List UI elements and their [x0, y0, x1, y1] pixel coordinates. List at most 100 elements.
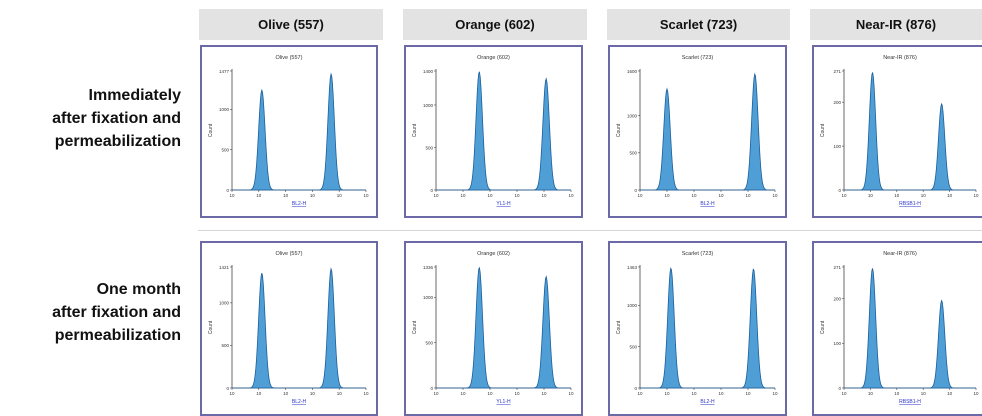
y-axis-title: Count: [820, 320, 826, 334]
y-tick-label: 500: [629, 151, 637, 156]
x-tick-label: 10: [487, 193, 493, 198]
y-tick-label: 0: [634, 386, 637, 391]
x-tick-label: 10: [637, 193, 643, 198]
x-tick-label: 10: [947, 193, 953, 198]
plot-title: Near-IR (876): [883, 251, 917, 257]
x-tick-label: 10: [460, 391, 466, 396]
histogram-area: [436, 266, 571, 389]
x-tick-label: 10: [868, 391, 874, 396]
y-tick-label: 1421: [219, 265, 230, 270]
x-tick-label: 10: [841, 193, 847, 198]
x-tick-label: 10: [772, 193, 778, 198]
histogram-area: [640, 72, 775, 191]
y-tick-label: 271: [833, 69, 841, 74]
y-axis-title: Count: [412, 320, 418, 334]
plot-title: Scarlet (723): [682, 251, 714, 257]
plot-title: Olive (557): [276, 251, 303, 257]
histogram-chart: Olive (557) 0 500 1000 1477 10 10 10 10 10 10 Count…: [208, 55, 369, 207]
x-tick-label: 10: [973, 391, 979, 396]
x-tick-label: 10: [229, 391, 235, 396]
x-tick-label: 10: [745, 193, 751, 198]
row-label-line: One month: [96, 281, 181, 298]
y-tick-label: 0: [838, 188, 841, 193]
x-axis-title: YL1-H: [496, 201, 511, 207]
y-tick-label: 100: [833, 144, 841, 149]
x-tick-label: 10: [514, 391, 520, 396]
plot-title: Orange (602): [477, 251, 510, 257]
x-tick-label: 10: [947, 391, 953, 396]
y-tick-label: 500: [425, 341, 433, 346]
x-tick-label: 10: [363, 391, 369, 396]
x-axis-title: BL2-H: [292, 201, 307, 207]
x-axis-title: BL2-H: [700, 201, 715, 207]
x-tick-label: 10: [256, 193, 262, 198]
y-axis-title: Count: [412, 123, 418, 137]
row-label-line: after fixation and: [52, 110, 181, 127]
histogram-chart: Scarlet (723) 0 500 1000 1600 10 10 10 10 10 10 Cou…: [616, 55, 778, 207]
x-tick-label: 10: [894, 391, 900, 396]
x-tick-label: 10: [664, 193, 670, 198]
plot-title: Olive (557): [276, 55, 303, 61]
x-tick-label: 10: [894, 193, 900, 198]
x-tick-label: 10: [487, 391, 493, 396]
x-axis-title: BL2-H: [700, 399, 715, 405]
x-tick-label: 10: [691, 193, 697, 198]
plot-title: Orange (602): [477, 55, 510, 61]
y-tick-label: 200: [833, 100, 841, 105]
x-tick-label: 10: [921, 391, 927, 396]
y-axis-title: Count: [616, 123, 622, 137]
y-tick-label: 0: [430, 188, 433, 193]
x-tick-label: 10: [691, 391, 697, 396]
y-tick-label: 1000: [219, 301, 230, 306]
y-axis-title: Count: [616, 320, 622, 334]
histogram-chart: Scarlet (723) 0 500 1000 1463 10 10 10 10 10 10 Cou…: [616, 251, 778, 405]
y-tick-label: 1000: [423, 103, 434, 108]
y-tick-label: 500: [221, 148, 229, 153]
row-divider: [198, 230, 982, 231]
row-label-line: Immediately: [88, 87, 181, 104]
histogram-chart: Olive (557) 0 500 1000 1421 10 10 10 10 10 10 Count…: [208, 251, 369, 405]
x-tick-label: 10: [337, 193, 343, 198]
row-label-one-month: One month after fixation and permeabiliz…: [0, 278, 181, 347]
histogram-area: [640, 266, 775, 389]
histogram-panel: Near-IR (876) 0 100 200 271 10 10 10 10 10 10 Count…: [812, 241, 982, 416]
histogram-panel: Orange (602) 0 500 1000 1336 10 10 10 10 10 10 Coun…: [404, 241, 583, 416]
x-tick-label: 10: [921, 193, 927, 198]
x-tick-label: 10: [433, 193, 439, 198]
y-tick-label: 1000: [423, 295, 434, 300]
column-header-scarlet: Scarlet (723): [607, 9, 790, 40]
y-tick-label: 1600: [627, 69, 638, 74]
x-axis-title: YL1-H: [496, 399, 511, 405]
x-axis-title: RBSB1-H: [899, 399, 921, 405]
y-tick-label: 1000: [627, 303, 638, 308]
y-tick-label: 1400: [423, 69, 434, 74]
y-tick-label: 500: [629, 344, 637, 349]
column-header-near-ir: Near-IR (876): [810, 9, 982, 40]
x-axis-title: BL2-H: [292, 399, 307, 405]
histogram-panel: Scarlet (723) 0 500 1000 1463 10 10 10 10 10 10 Cou…: [608, 241, 787, 416]
x-tick-label: 10: [433, 391, 439, 396]
y-tick-label: 1000: [627, 113, 638, 118]
y-axis-title: Count: [208, 320, 214, 334]
y-tick-label: 1336: [423, 265, 434, 270]
x-tick-label: 10: [664, 391, 670, 396]
histogram-area: [232, 267, 366, 389]
histogram-chart: Near-IR (876) 0 100 200 271 10 10 10 10 10 10 Count…: [820, 55, 979, 207]
y-tick-label: 0: [838, 386, 841, 391]
histogram-panel: Orange (602) 0 500 1000 1400 10 10 10 10 10 10 Coun…: [404, 45, 583, 218]
column-header-olive: Olive (557): [199, 9, 383, 40]
y-tick-label: 0: [634, 188, 637, 193]
histogram-panel: Near-IR (876) 0 100 200 271 10 10 10 10 10 10 Count…: [812, 45, 982, 218]
x-tick-label: 10: [637, 391, 643, 396]
histogram-area: [844, 72, 976, 191]
y-tick-label: 0: [226, 188, 229, 193]
plot-title: Near-IR (876): [883, 55, 917, 61]
x-tick-label: 10: [973, 193, 979, 198]
y-tick-label: 0: [226, 386, 229, 391]
histogram-area: [844, 268, 976, 389]
row-label-line: permeabilization: [54, 327, 181, 344]
row-label-line: permeabilization: [54, 133, 181, 150]
x-tick-label: 10: [745, 391, 751, 396]
row-label-line: after fixation and: [52, 304, 181, 321]
x-tick-label: 10: [310, 193, 316, 198]
